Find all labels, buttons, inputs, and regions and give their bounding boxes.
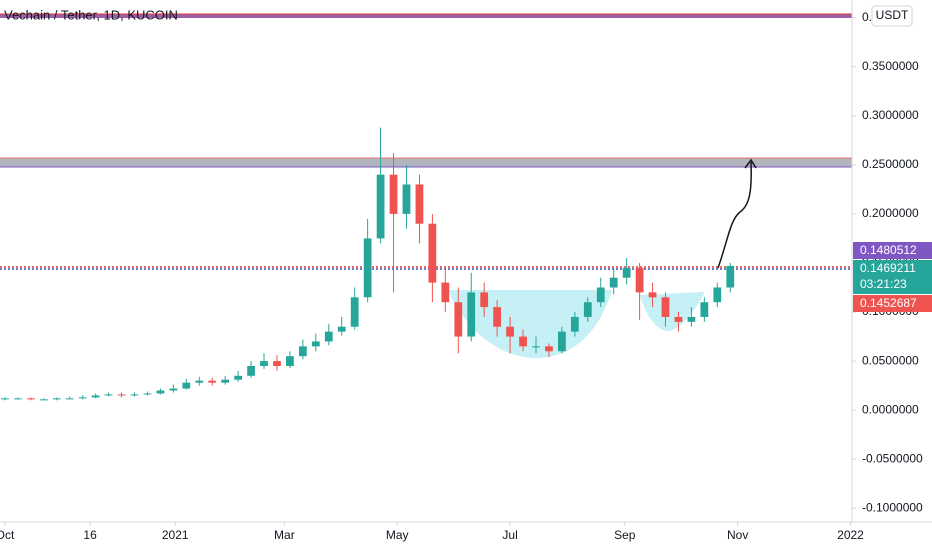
candle-body [661, 297, 670, 317]
candle-body [311, 341, 320, 347]
candle-body [674, 316, 683, 322]
top-level-band [0, 14, 852, 18]
x-tick-label: Mar [274, 528, 295, 542]
price-label: 0.1480512 [860, 243, 917, 257]
candle-body [558, 331, 566, 352]
candle-body [454, 302, 463, 337]
price-label-box [853, 242, 932, 259]
candle-body [713, 287, 722, 303]
chart-title: Vechain / Tether, 1D, KUCOIN [4, 7, 178, 22]
candle-body [91, 395, 100, 398]
candle-body [350, 297, 359, 327]
candle-body [428, 223, 437, 283]
x-tick-label: Nov [727, 528, 748, 542]
candle-body [402, 184, 411, 214]
candle-body [260, 361, 268, 366]
candle-body [415, 184, 424, 224]
y-tick-label: 0. [862, 10, 872, 24]
cup [448, 290, 612, 359]
candle-body [700, 302, 709, 317]
candle-body [609, 277, 618, 288]
y-tick-label: 0.2000000 [862, 206, 919, 220]
price-label: 0.1469211 [860, 261, 916, 275]
candle-body [78, 397, 87, 399]
y-tick-label: 0.3500000 [862, 59, 919, 73]
candle-body [363, 238, 372, 298]
x-tick-label: May [386, 528, 409, 542]
candle-body [493, 307, 502, 327]
candle-body [169, 388, 178, 391]
price-label: 0.1452687 [860, 296, 917, 310]
candle-body [506, 326, 514, 337]
candle-body [545, 346, 553, 352]
candle-body [27, 398, 35, 400]
x-tick-label: 2021 [162, 528, 189, 542]
candle-body [208, 380, 217, 383]
y-tick-label: 0.3000000 [862, 108, 919, 122]
candle-body [221, 379, 230, 383]
y-tick-label: -0.1000000 [862, 500, 923, 514]
y-tick-label: 0.0500000 [862, 353, 919, 367]
candle-body [1, 398, 9, 400]
countdown: 03:21:23 [860, 277, 907, 291]
candle-body [532, 346, 540, 348]
candle-body [596, 287, 605, 303]
x-tick-label: Jul [502, 528, 517, 542]
candle-body [648, 292, 657, 298]
x-tick-label: Sep [614, 528, 636, 542]
candle-body [726, 265, 735, 288]
currency[interactable]: USDT [876, 8, 909, 22]
candle-body [583, 302, 592, 317]
x-tick-label: 16 [83, 528, 97, 542]
candle-body [234, 375, 243, 380]
candle-body [687, 316, 696, 322]
y-tick-label: 0.2500000 [862, 157, 919, 171]
candle-body [143, 393, 152, 395]
candle-body [635, 267, 644, 293]
candle-body [298, 346, 307, 357]
handle [640, 292, 705, 332]
price-label-box [853, 295, 932, 312]
currency-box[interactable] [871, 5, 913, 27]
y-tick-label: -0.0500000 [862, 451, 923, 465]
candle-body [622, 267, 631, 278]
candle-body [247, 365, 255, 376]
arrow-head [744, 158, 757, 169]
x-tick-label: 2022 [837, 528, 864, 542]
candle-body [480, 292, 489, 308]
candle-body [467, 292, 476, 337]
x-tick-label: Oct [0, 528, 15, 542]
candle-body [389, 174, 398, 214]
candle-body [519, 336, 527, 347]
candle-body [286, 356, 294, 366]
candle-body [104, 394, 113, 396]
candle-body [117, 394, 126, 396]
candle-body [337, 326, 346, 332]
candle-body [570, 316, 579, 332]
candle-body [14, 398, 22, 400]
candle-body [376, 174, 385, 239]
resistance-zone [0, 158, 852, 167]
candle-body [441, 282, 450, 303]
candle-body [156, 390, 165, 394]
candle-body [195, 380, 204, 383]
candle-body [39, 399, 48, 401]
candle-body [182, 382, 191, 389]
candle-body [324, 331, 333, 342]
projection-arrow [717, 161, 752, 269]
candle-body [52, 398, 61, 400]
candle-body [130, 394, 139, 396]
candle-body [65, 398, 74, 400]
candle-body [273, 361, 281, 366]
price-label-box [853, 260, 932, 294]
y-tick-label: 0.0000000 [862, 402, 919, 416]
